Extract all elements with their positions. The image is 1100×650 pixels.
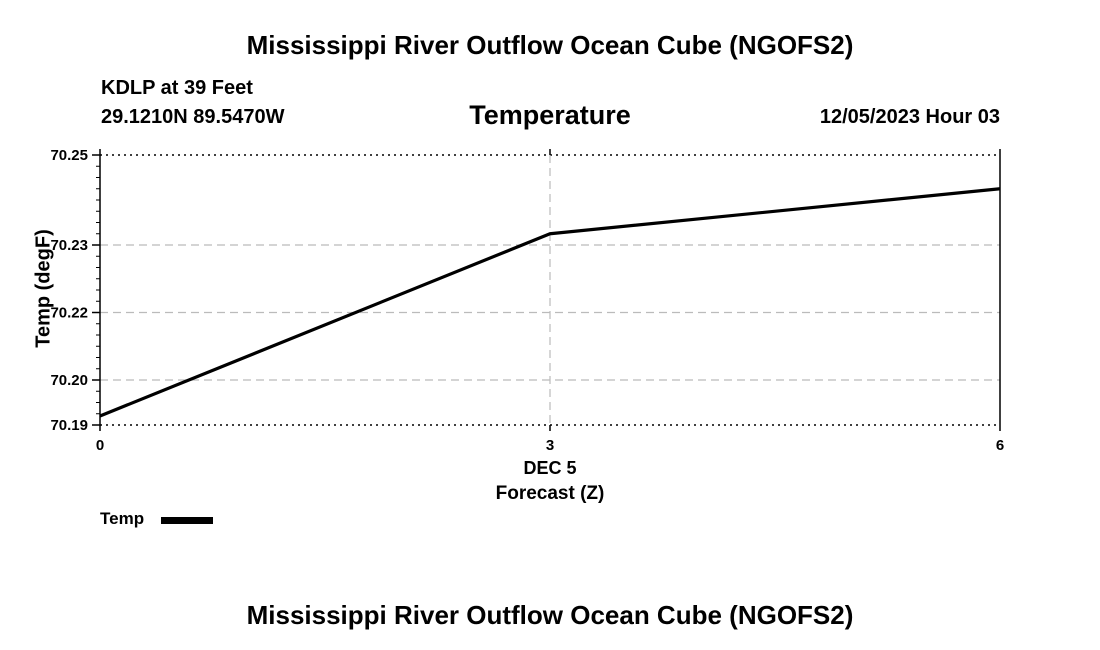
forecast-datetime: 12/05/2023 Hour 03 <box>819 106 1000 128</box>
y-tick-label: 70.25 <box>50 147 88 164</box>
x-tick-label: 3 <box>546 437 554 454</box>
station-coordinates: 29.1210N 89.5470W <box>101 106 285 128</box>
x-tick-label: 0 <box>96 437 104 454</box>
y-tick-label: 70.23 <box>50 237 88 254</box>
x-axis-label: Forecast (Z) <box>495 483 605 504</box>
station-label: KDLP at 39 Feet <box>101 77 253 99</box>
y-tick-label: 70.19 <box>50 417 88 434</box>
y-tick-label: 70.22 <box>50 305 88 322</box>
legend-swatch-temp <box>161 517 213 524</box>
x-tick-label: 6 <box>996 437 1004 454</box>
chart-title-top: Mississippi River Outflow Ocean Cube (NG… <box>246 30 854 60</box>
legend: Temp <box>100 509 240 533</box>
variable-title: Temperature <box>469 100 631 130</box>
legend-label-temp: Temp <box>100 509 145 528</box>
y-tick-label: 70.20 <box>50 372 88 389</box>
x-date-label: DEC 5 <box>523 458 577 478</box>
series-line-temp <box>99 187 1001 418</box>
chart-title-bottom: Mississippi River Outflow Ocean Cube (NG… <box>246 600 854 630</box>
